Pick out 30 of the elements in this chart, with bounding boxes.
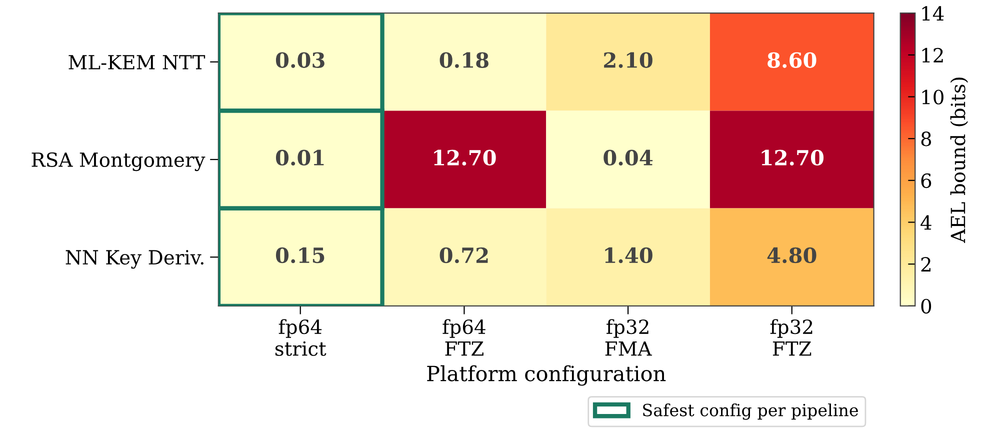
x-tick-label: fp32 FMA xyxy=(605,319,652,356)
data-label: 0.01 xyxy=(276,150,324,166)
y-tick-label: ML-KEM NTT xyxy=(68,55,206,70)
color-bar-label: 14 xyxy=(922,6,944,20)
color-bar-label: 10 xyxy=(922,90,944,104)
data-label: 0.15 xyxy=(276,247,324,264)
data-label: 0.72 xyxy=(440,247,488,264)
data-label: 12.70 xyxy=(762,150,824,166)
data-label: 4.80 xyxy=(767,247,816,264)
color-bar-label: 12 xyxy=(922,48,943,62)
y-tick-label: RSA Montgomery xyxy=(32,152,206,172)
data-label: 0.03 xyxy=(276,52,324,68)
color-bar-label: 2 xyxy=(921,257,930,272)
data-label: 1.40 xyxy=(605,247,652,264)
data-label: 2.10 xyxy=(604,52,652,68)
color-bar-label: 4 xyxy=(920,215,932,230)
text: Safest config per pipeline xyxy=(643,403,858,420)
x-tick-label: fp64 FTZ xyxy=(442,319,486,356)
color-bar-title: AEL bound (bits) xyxy=(950,78,968,244)
x-tick-label: fp64 strict xyxy=(275,319,326,356)
y-tick-label: NN Key Deriv. xyxy=(66,250,204,269)
data-label: 12.70 xyxy=(434,150,496,166)
data-label: 0.18 xyxy=(440,52,488,68)
x-axis-title: Platform configuration xyxy=(427,365,666,386)
color-bar-label: 8 xyxy=(921,132,932,146)
color-bar-label: 0 xyxy=(921,298,932,314)
data-label: 8.60 xyxy=(768,52,816,68)
color-bar-label: 6 xyxy=(921,173,932,188)
x-tick-label: fp32 FTZ xyxy=(770,319,812,356)
data-label: 0.04 xyxy=(604,150,653,166)
